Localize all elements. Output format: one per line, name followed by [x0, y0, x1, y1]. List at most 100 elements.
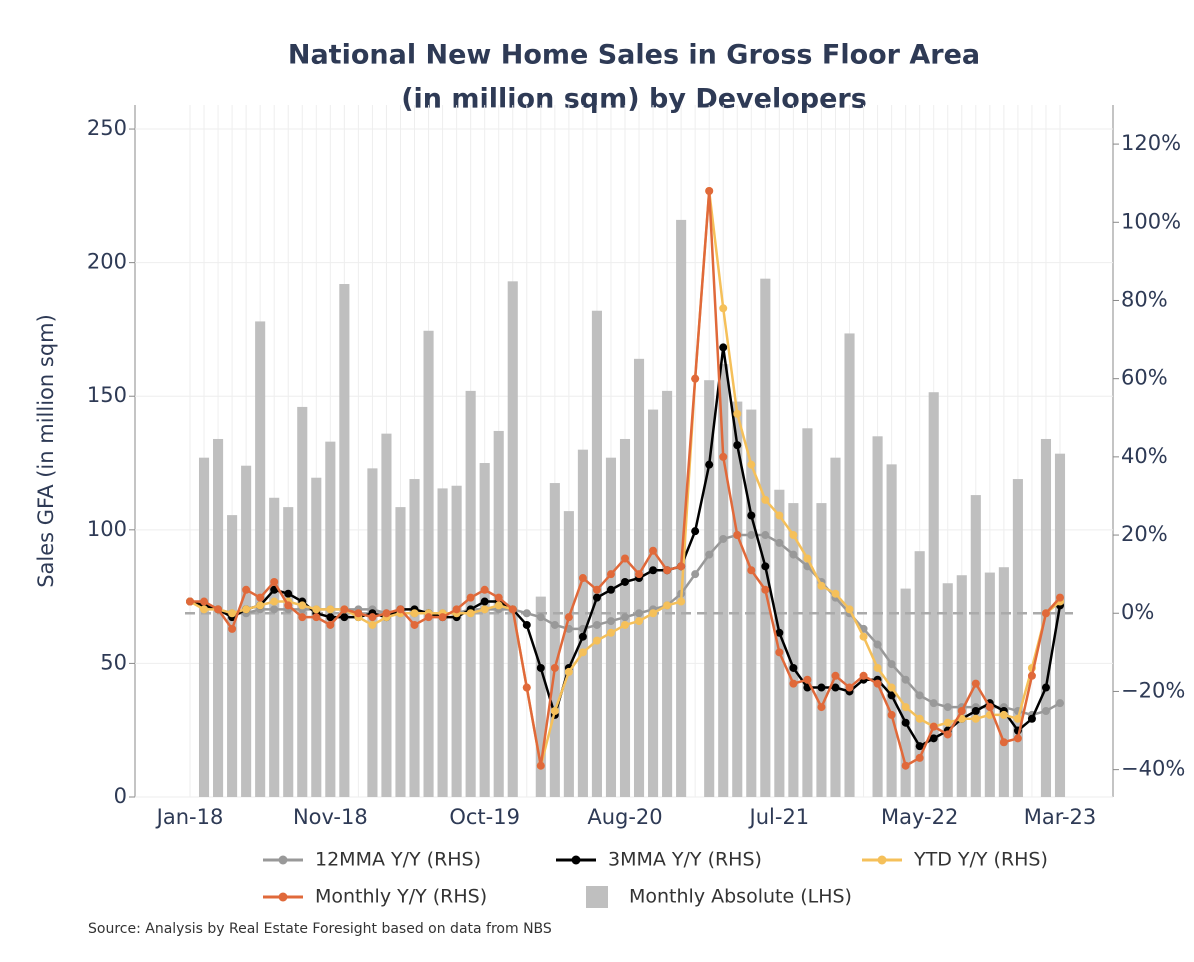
- point: [621, 554, 629, 563]
- point: [592, 636, 601, 645]
- point: [340, 613, 349, 622]
- y-tick-label: 0: [114, 784, 127, 808]
- point: [480, 605, 489, 614]
- point: [256, 601, 265, 610]
- point: [915, 742, 924, 751]
- bar: [732, 401, 743, 797]
- point: [578, 574, 587, 583]
- point: [312, 605, 321, 614]
- point: [957, 706, 966, 715]
- point: [845, 605, 854, 614]
- bar: [676, 219, 687, 797]
- point: [817, 581, 826, 590]
- point: [873, 679, 882, 688]
- y-tick-label: 50: [100, 650, 127, 674]
- chart-title: National New Home Sales in Gross Floor A…: [288, 40, 980, 71]
- bar: [255, 321, 266, 797]
- point: [957, 714, 966, 723]
- bar: [998, 567, 1009, 797]
- legend-swatch: [877, 855, 887, 865]
- point: [242, 585, 251, 594]
- point: [326, 605, 335, 614]
- point: [761, 531, 770, 540]
- bar: [970, 495, 981, 797]
- bar: [563, 511, 574, 797]
- point: [480, 585, 489, 594]
- point: [270, 585, 279, 594]
- point: [775, 538, 784, 547]
- point: [719, 304, 728, 313]
- point: [592, 585, 601, 594]
- y2-tick-label: 80%: [1121, 287, 1168, 311]
- point: [522, 620, 531, 629]
- y-axis-label: Sales GFA (in million sqm): [34, 314, 58, 588]
- bar: [984, 572, 995, 797]
- bar: [956, 575, 967, 797]
- point: [887, 683, 896, 692]
- point: [1056, 699, 1064, 708]
- point: [719, 452, 728, 461]
- y-tick-label: 100: [87, 517, 127, 541]
- point: [719, 343, 728, 352]
- point: [775, 648, 784, 657]
- legend-swatch: [571, 855, 581, 865]
- x-tick-label: May-22: [881, 805, 958, 829]
- point: [522, 609, 531, 618]
- point: [284, 601, 293, 610]
- point: [326, 620, 335, 629]
- point: [635, 570, 644, 579]
- point: [354, 609, 363, 618]
- bar: [367, 468, 378, 797]
- bar: [437, 488, 448, 797]
- point: [915, 691, 924, 700]
- point: [971, 706, 980, 715]
- bar: [395, 507, 406, 797]
- point: [186, 597, 194, 606]
- point: [901, 761, 910, 770]
- point: [817, 703, 826, 712]
- point: [424, 613, 433, 622]
- point: [284, 589, 293, 598]
- point: [410, 620, 419, 629]
- point: [649, 609, 658, 618]
- bar: [605, 457, 617, 797]
- point: [747, 460, 756, 469]
- point: [985, 703, 994, 712]
- point: [1041, 609, 1050, 618]
- point: [368, 613, 377, 622]
- point: [971, 679, 980, 688]
- point: [719, 534, 728, 543]
- point: [901, 703, 910, 712]
- point: [592, 593, 601, 602]
- bar: [409, 479, 420, 797]
- legend-swatch: [278, 855, 288, 865]
- point: [873, 640, 882, 649]
- point: [705, 550, 714, 559]
- point: [621, 577, 629, 586]
- point: [438, 613, 447, 622]
- point: [312, 613, 321, 622]
- point: [606, 585, 615, 594]
- y-tick-label: 200: [87, 250, 127, 274]
- y2-tick-label: −20%: [1121, 678, 1185, 702]
- point: [761, 495, 770, 504]
- point: [817, 683, 826, 692]
- bar: [1012, 479, 1023, 797]
- point: [831, 671, 840, 680]
- point: [677, 562, 686, 571]
- point: [592, 620, 601, 629]
- bar: [591, 310, 602, 797]
- bar: [788, 503, 799, 797]
- point: [733, 409, 742, 418]
- bar: [283, 507, 294, 797]
- point: [929, 699, 938, 708]
- point: [550, 663, 559, 672]
- point: [564, 667, 573, 676]
- point: [747, 511, 756, 520]
- x-tick-label: Jul-21: [748, 805, 810, 829]
- point: [214, 605, 223, 614]
- point: [200, 597, 209, 606]
- point: [649, 566, 658, 575]
- point: [621, 613, 629, 622]
- bar: [451, 485, 462, 797]
